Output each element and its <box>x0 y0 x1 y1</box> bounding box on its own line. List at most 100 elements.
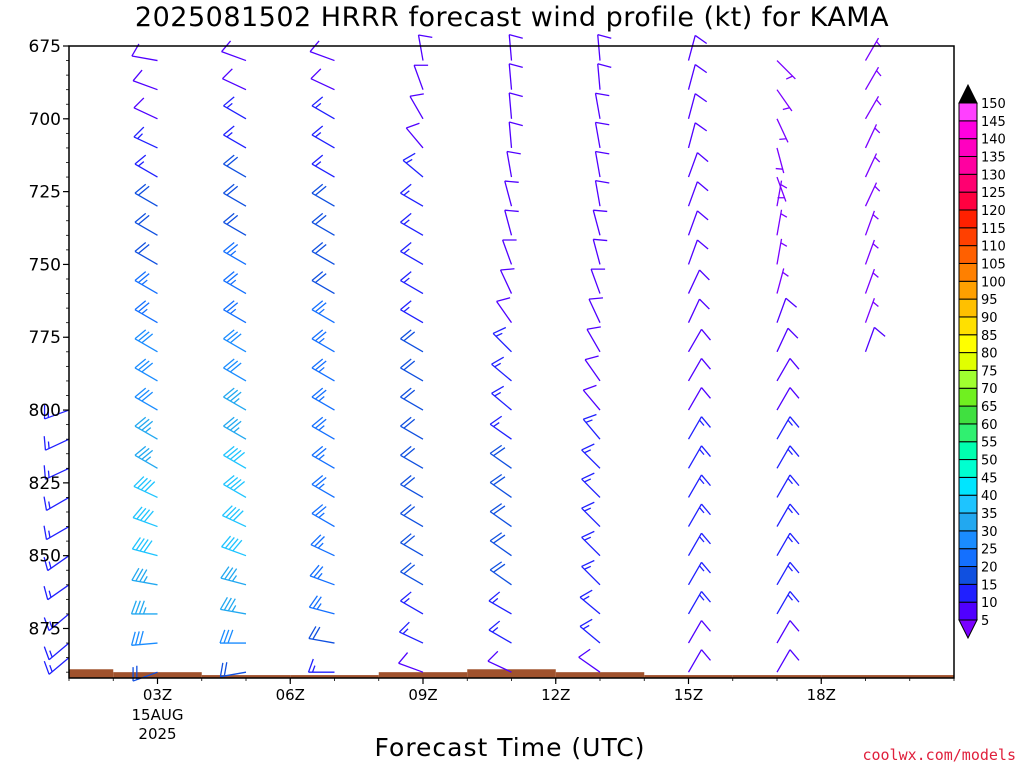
barb-shaft <box>586 328 601 353</box>
wind-barb <box>400 300 424 324</box>
barb-half-feather <box>699 536 705 543</box>
barb-shaft <box>508 63 513 90</box>
barb-feather <box>504 209 519 213</box>
colorbar-label: 90 <box>981 311 998 326</box>
barb-feather <box>400 445 412 456</box>
terrain-layer <box>69 669 954 678</box>
barb-feather <box>134 416 147 427</box>
y-tick-label: 750 <box>29 255 61 275</box>
barb-half-feather <box>585 419 593 423</box>
barb-half-feather <box>318 454 325 460</box>
barb-half-feather <box>316 603 322 610</box>
colorbar-label: 100 <box>981 275 1006 290</box>
x-date-label: 15AUG <box>132 706 184 724</box>
barb-feather <box>232 539 243 552</box>
barb-feather <box>138 630 144 645</box>
barb-feather <box>226 476 239 487</box>
barb-shaft <box>223 338 247 353</box>
wind-barb <box>311 329 335 353</box>
barb-shaft <box>223 483 247 498</box>
barb-shaft <box>687 532 703 557</box>
barb-feather <box>134 445 147 456</box>
wind-barb <box>402 152 424 178</box>
wind-barb <box>311 96 335 120</box>
barb-feather <box>402 152 416 161</box>
wind-barb <box>776 89 793 112</box>
barb-feather <box>493 563 506 573</box>
barb-feather <box>221 505 233 517</box>
wind-barb <box>864 153 881 178</box>
barb-half-feather <box>787 448 793 456</box>
barb-half-feather <box>699 419 705 426</box>
wind-barb <box>311 241 335 265</box>
wind-barb <box>687 152 709 178</box>
wind-barb <box>776 268 789 294</box>
wind-barb <box>223 183 247 207</box>
barb-shaft <box>776 358 791 382</box>
wind-barb <box>776 209 788 236</box>
colorbar-label: 85 <box>981 329 998 344</box>
barb-feather <box>138 389 150 400</box>
barb-shaft <box>687 239 699 265</box>
barb-shaft <box>487 660 512 673</box>
barb-shaft <box>400 542 424 557</box>
barb-feather <box>696 239 709 250</box>
wind-barb <box>132 506 158 528</box>
colorbar-box <box>958 441 978 461</box>
barb-feather <box>403 506 416 517</box>
barb-half-feather <box>403 306 410 313</box>
barb-feather <box>133 476 145 487</box>
barb-feather <box>223 154 235 165</box>
barb-feather <box>789 416 800 428</box>
wind-barb <box>307 658 335 673</box>
wind-barb <box>223 445 247 469</box>
wind-barb <box>223 96 247 120</box>
barb-feather <box>143 540 153 553</box>
barb-shaft <box>398 662 424 673</box>
barb-feather <box>597 63 612 69</box>
wind-barb <box>223 329 247 353</box>
barb-half-feather <box>138 161 145 167</box>
barb-half-feather <box>317 572 323 580</box>
barb-feather <box>595 150 610 155</box>
wind-barb <box>508 92 523 119</box>
wind-barb <box>221 68 247 91</box>
barb-shaft <box>311 454 335 469</box>
y-axis: 675 700 725 750 775 800 825 850 875 <box>29 37 69 673</box>
wind-barb <box>687 93 708 119</box>
barb-shaft <box>133 485 158 499</box>
barb-feather <box>578 648 591 658</box>
barb-feather <box>135 538 145 551</box>
y-tick-label: 675 <box>29 37 61 57</box>
barb-shaft <box>311 192 335 207</box>
barb-feather <box>701 387 711 399</box>
wind-barb <box>776 357 800 382</box>
barb-shaft <box>400 221 424 236</box>
barb-half-feather <box>137 133 143 140</box>
colorbar-label: 65 <box>981 400 998 415</box>
barb-feather <box>315 214 327 225</box>
barb-feather <box>138 418 150 429</box>
barb-feather <box>140 479 152 491</box>
wind-barb <box>308 595 335 615</box>
y-tick-label: 700 <box>29 110 61 130</box>
barb-feather <box>406 122 420 129</box>
barb-feather <box>583 413 597 420</box>
barb-feather <box>403 331 416 342</box>
barb-shaft <box>687 387 703 411</box>
barb-feather <box>489 561 503 571</box>
barb-shaft <box>222 514 247 528</box>
barb-feather <box>133 97 145 109</box>
barb-half-feather <box>318 337 325 344</box>
barb-feather <box>134 271 147 282</box>
barb-feather <box>227 598 236 612</box>
colorbar-box <box>958 548 978 568</box>
wind-barb <box>579 618 601 644</box>
barb-shaft <box>687 328 703 353</box>
wind-barb <box>687 620 711 644</box>
barb-half-feather <box>48 561 52 569</box>
wind-barb <box>400 562 424 586</box>
terrain-segment <box>378 672 468 678</box>
barb-feather <box>400 271 412 282</box>
